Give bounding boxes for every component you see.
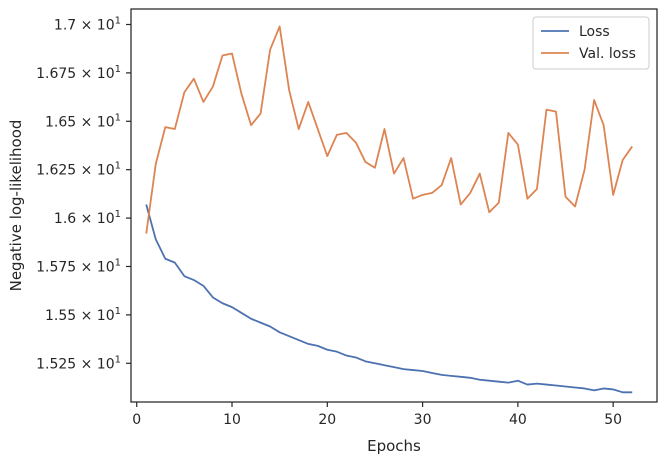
y-tick-label: 1.65 × 101: [45, 112, 121, 130]
y-axis-ticks: 1.525 × 101 1.55 × 101 1.575 × 101 1.6 × 10…: [36, 15, 131, 372]
legend-label-val-loss: Val. loss: [579, 46, 636, 62]
x-tick-label: 30: [414, 412, 432, 428]
x-axis-label: Epochs: [367, 437, 421, 455]
plot-area: [130, 8, 658, 403]
series-line-val-loss: [145, 25, 633, 234]
x-tick-label: 40: [509, 412, 527, 428]
series-lines: [145, 25, 633, 394]
y-tick-label: 1.7 × 101: [54, 15, 121, 33]
series-line-loss: [145, 204, 633, 394]
y-tick-label: 1.6 × 101: [54, 209, 121, 227]
y-tick-label: 1.525 × 101: [36, 354, 121, 372]
x-tick-label: 20: [318, 412, 336, 428]
legend-box: [532, 16, 650, 70]
y-tick-label: 1.675 × 101: [36, 64, 121, 82]
y-tick-label: 1.55 × 101: [45, 306, 121, 324]
y-tick-label: 1.575 × 101: [36, 257, 121, 275]
x-axis-ticks: 0 10 20 30 40 50: [132, 402, 622, 428]
legend: Loss Val. loss: [532, 16, 650, 70]
x-tick-label: 50: [604, 412, 622, 428]
x-tick-label: 0: [132, 412, 141, 428]
x-tick-label: 10: [223, 412, 241, 428]
y-tick-label: 1.625 × 101: [36, 161, 121, 179]
legend-label-loss: Loss: [579, 24, 610, 40]
y-axis-label: Negative log-likelihood: [7, 120, 25, 292]
